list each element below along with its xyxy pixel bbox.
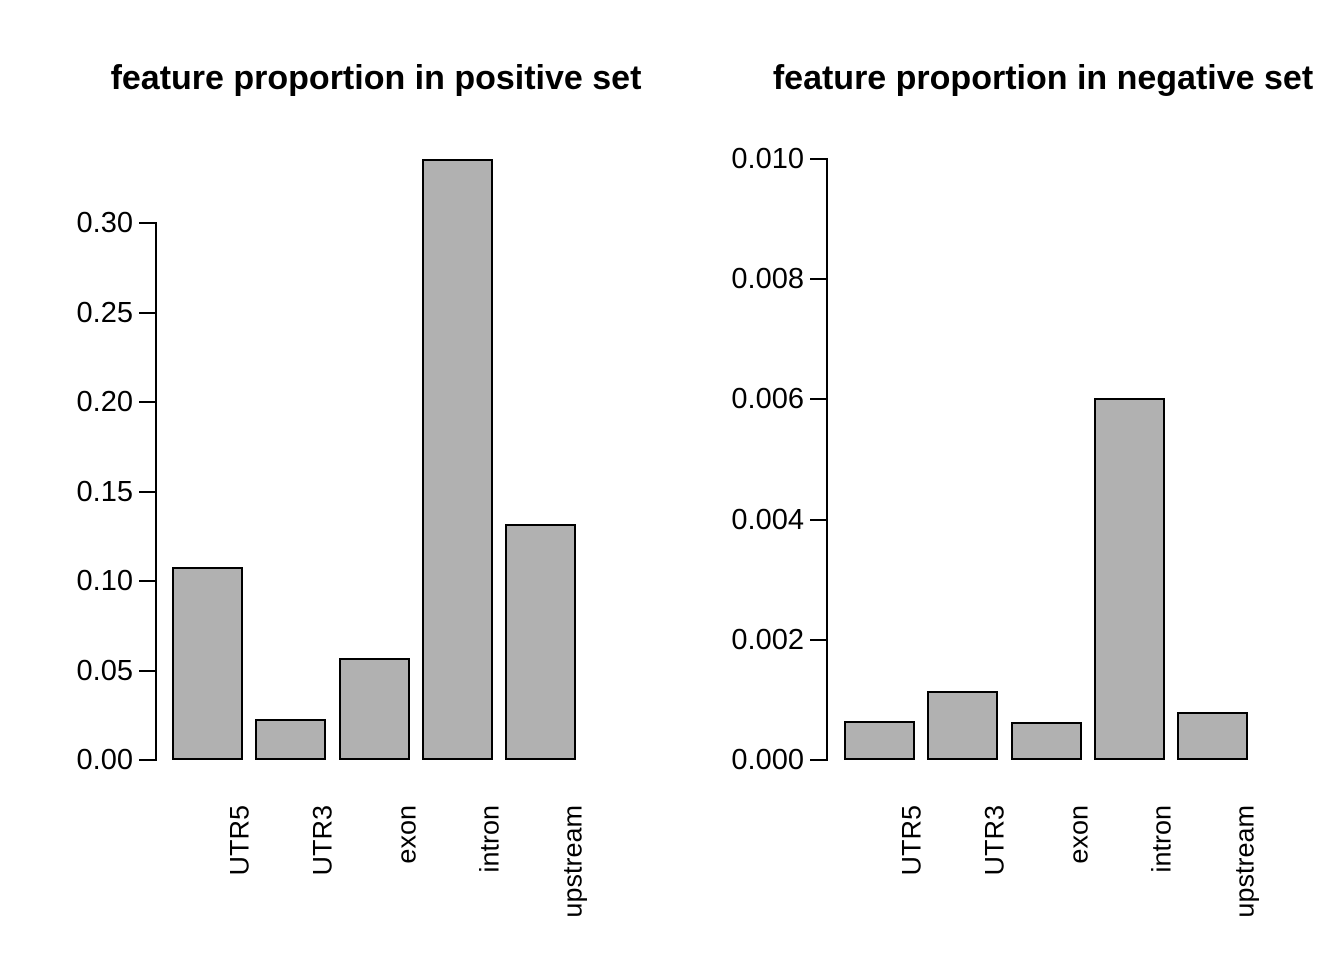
y-axis <box>155 222 157 761</box>
y-tick-label: 0.000 <box>731 744 804 776</box>
y-tick <box>810 638 826 641</box>
y-tick <box>139 311 155 314</box>
x-label-utr3: UTR3 <box>307 805 338 876</box>
bar-utr3 <box>255 718 327 760</box>
y-tick-label: 0.30 <box>76 207 133 239</box>
y-tick-label: 0.006 <box>731 383 804 416</box>
x-label-utr3: UTR3 <box>979 805 1010 876</box>
y-tick <box>810 759 826 761</box>
bar-intron <box>421 158 493 760</box>
y-tick <box>139 580 155 582</box>
x-label-exon: exon <box>391 805 422 864</box>
y-tick <box>139 490 155 493</box>
x-label-upstream: upstream <box>1229 805 1260 918</box>
x-label-intron: intron <box>474 805 505 873</box>
y-tick <box>810 398 826 401</box>
bar-exon <box>1010 722 1082 760</box>
y-axis <box>826 158 828 761</box>
chart-title-negative-set: feature proportion in negative set <box>772 59 1314 97</box>
y-tick-label: 0.010 <box>731 143 804 175</box>
chart-title-positive-set: feature proportion in positive set <box>110 59 642 97</box>
x-label-upstream: upstream <box>557 805 588 918</box>
y-tick <box>139 669 155 672</box>
y-tick-label: 0.10 <box>76 565 133 597</box>
y-tick-label: 0.15 <box>76 475 133 508</box>
bar-upstream <box>505 523 577 760</box>
x-label-utr5: UTR5 <box>896 805 927 876</box>
y-tick <box>810 278 826 281</box>
y-tick-label: 0.002 <box>731 623 804 656</box>
y-tick-label: 0.008 <box>731 263 804 296</box>
y-tick-label: 0.004 <box>731 503 804 536</box>
y-tick-label: 0.00 <box>76 744 133 776</box>
bar-upstream <box>1177 711 1249 760</box>
y-tick <box>810 158 826 160</box>
bar-intron <box>1093 398 1165 760</box>
bar-exon <box>338 657 410 760</box>
y-tick-label: 0.25 <box>76 296 133 329</box>
x-label-exon: exon <box>1063 805 1094 864</box>
x-label-utr5: UTR5 <box>224 805 255 876</box>
bar-utr5 <box>844 720 915 760</box>
bar-utr3 <box>927 690 999 760</box>
y-tick <box>810 518 826 521</box>
y-tick <box>139 401 155 403</box>
y-tick <box>139 759 155 761</box>
x-label-intron: intron <box>1146 805 1177 873</box>
y-tick-label: 0.05 <box>76 654 133 687</box>
y-tick <box>139 222 155 224</box>
y-tick-label: 0.20 <box>76 386 133 418</box>
bar-utr5 <box>172 566 243 760</box>
